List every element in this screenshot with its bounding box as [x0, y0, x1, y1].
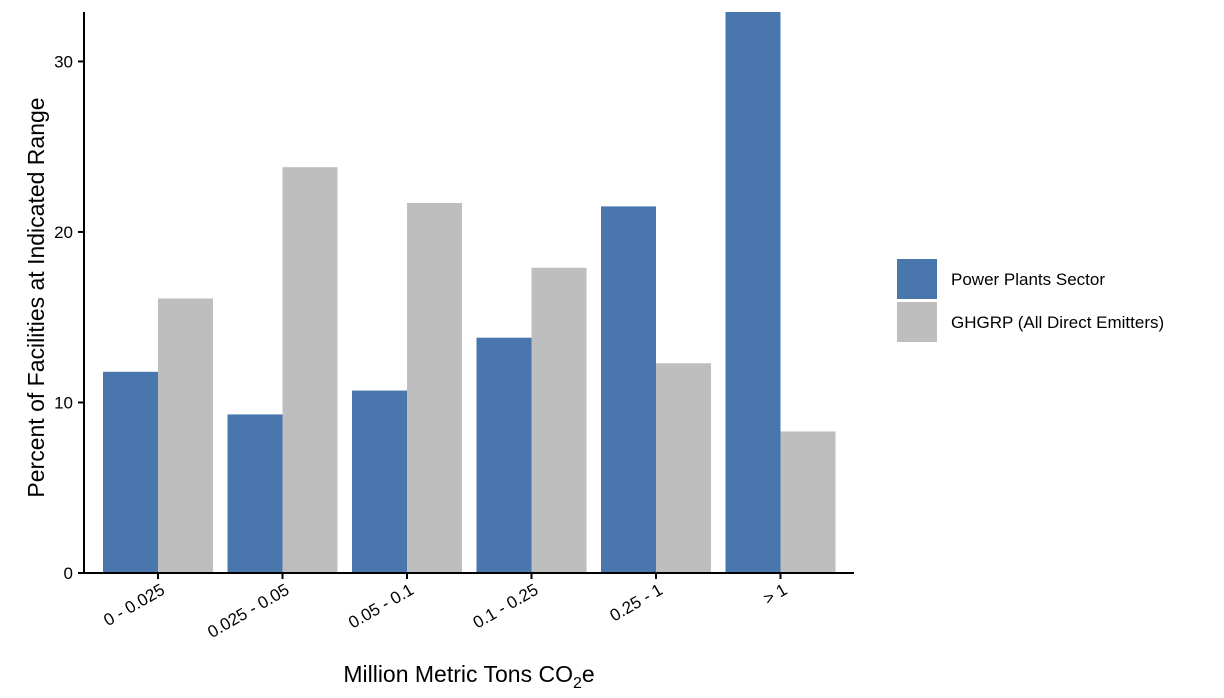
bar-ghgrp-0 — [158, 298, 213, 573]
x-tick-label: 0.025 - 0.05 — [204, 580, 292, 642]
x-axis-title-subscript: 2 — [573, 675, 582, 692]
legend-label-ghgrp: GHGRP (All Direct Emitters) — [951, 313, 1164, 332]
legend-key-power-plants — [897, 259, 937, 299]
bar-power-plants-5 — [725, 12, 781, 573]
x-tick-label: 0.05 - 0.1 — [345, 580, 417, 632]
legend-label-power-plants: Power Plants Sector — [951, 270, 1105, 289]
x-tick-label: 0.25 - 1 — [607, 580, 666, 625]
bar-power-plants-0 — [103, 371, 158, 573]
legend: Power Plants Sector GHGRP (All Direct Emi… — [897, 259, 1164, 342]
y-axis-title: Percent of Facilities at Indicated Range — [23, 97, 49, 497]
legend-key-ghgrp — [897, 302, 937, 342]
x-tick-label: > 1 — [760, 580, 790, 609]
bar-ghgrp-4 — [656, 363, 711, 573]
bars — [103, 12, 836, 574]
x-ticks: 0 - 0.025 0.025 - 0.05 0.05 - 0.1 0.1 - 0.2… — [100, 573, 791, 642]
y-tick-label: 30 — [54, 52, 73, 71]
x-tick-label: 0.1 - 0.25 — [470, 580, 542, 632]
axes — [83, 12, 854, 574]
bar-power-plants-2 — [352, 390, 407, 573]
x-tick-label: 0 - 0.025 — [100, 580, 168, 630]
y-ticks: 0 10 20 30 — [54, 52, 84, 583]
bar-ghgrp-5 — [780, 431, 836, 573]
y-tick-label: 20 — [54, 223, 73, 242]
bar-power-plants-1 — [227, 414, 283, 573]
y-tick-label: 0 — [64, 564, 73, 583]
bar-power-plants-4 — [601, 206, 656, 574]
bar-ghgrp-1 — [282, 167, 338, 573]
x-axis-title-main: Million Metric Tons CO — [343, 661, 573, 687]
x-axis-title-suffix: e — [582, 661, 595, 687]
bar-ghgrp-2 — [407, 202, 462, 573]
x-axis-title: Million Metric Tons CO2e — [343, 661, 594, 692]
y-tick-label: 10 — [54, 393, 73, 412]
bar-power-plants-3 — [476, 337, 532, 573]
bar-ghgrp-3 — [531, 267, 587, 573]
